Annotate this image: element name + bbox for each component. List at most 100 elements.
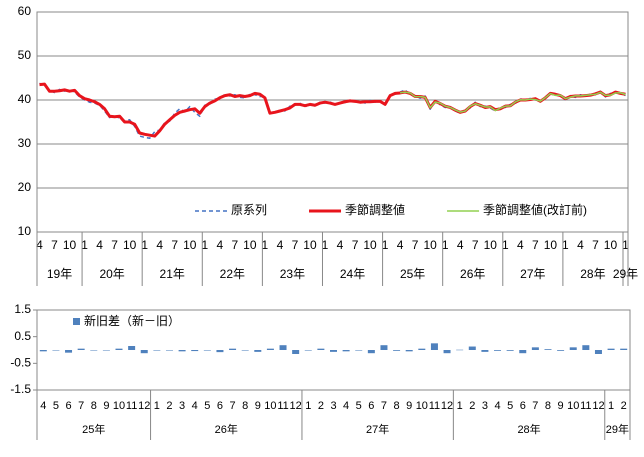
y-tick-label: -0.5 <box>10 356 31 370</box>
x-tick-label: 8 <box>545 400 551 412</box>
y-tick-label: -1.5 <box>10 382 31 396</box>
legend-label: 季節調整値 <box>345 202 405 217</box>
x-tick-label: 10 <box>567 400 579 412</box>
bar <box>494 350 502 351</box>
x-tick-label: 4 <box>96 238 103 252</box>
bar <box>292 350 300 354</box>
x-tick-label: 10 <box>416 400 428 412</box>
x-tick-label: 4 <box>517 238 524 252</box>
bar <box>620 348 628 350</box>
bar <box>367 350 375 354</box>
legend-label: 新旧差（新－旧） <box>84 313 180 328</box>
x-tick-label: 7 <box>412 238 419 252</box>
x-tick-label: 7 <box>352 238 359 252</box>
x-tick-label: 7 <box>230 400 236 412</box>
x-tick-label: 7 <box>381 400 387 412</box>
x-group-label: 29年 <box>606 422 629 436</box>
bar <box>102 350 110 351</box>
x-group-label: 19年 <box>47 267 72 281</box>
bar <box>77 348 85 350</box>
x-group-label: 28年 <box>580 267 605 281</box>
bar <box>519 350 527 354</box>
x-tick-label: 7 <box>78 400 84 412</box>
bar <box>569 347 577 350</box>
x-tick-label: 7 <box>171 238 178 252</box>
bar <box>52 350 60 351</box>
x-tick-label: 7 <box>51 238 58 252</box>
series-line <box>39 82 626 140</box>
x-tick-label: 11 <box>126 400 137 412</box>
bar <box>65 350 73 353</box>
x-tick-label: 4 <box>343 400 349 412</box>
x-group-label: 25年 <box>82 422 105 436</box>
bar <box>531 347 539 350</box>
x-tick-label: 3 <box>482 400 488 412</box>
x-tick-label: 1 <box>502 238 509 252</box>
bar <box>330 350 337 352</box>
legend-label: 季節調整値(改訂前) <box>483 202 587 217</box>
bar <box>582 345 590 350</box>
x-tick-label: 9 <box>103 400 109 412</box>
bar <box>266 348 274 350</box>
bar <box>317 348 325 350</box>
bar <box>90 350 98 351</box>
x-group-label: 28年 <box>517 422 540 436</box>
y-tick-label: 0.5 <box>14 329 31 343</box>
bar <box>39 350 47 352</box>
y-tick-label: 30 <box>18 136 32 150</box>
x-group-label: 26年 <box>215 422 238 436</box>
x-tick-label: 1 <box>562 238 569 252</box>
bar <box>544 349 552 350</box>
x-tick-label: 7 <box>111 238 118 252</box>
x-tick-label: 2 <box>318 400 324 412</box>
x-tick-label: 7 <box>532 400 538 412</box>
x-tick-label: 6 <box>520 400 526 412</box>
x-tick-label: 11 <box>429 400 440 412</box>
bar <box>481 350 489 352</box>
y-tick-label: 20 <box>18 180 32 194</box>
series-line <box>39 82 626 138</box>
x-tick-label: 5 <box>356 400 362 412</box>
bar <box>140 350 148 354</box>
x-group-label: 22年 <box>220 267 245 281</box>
x-tick-label: 4 <box>277 238 284 252</box>
x-tick-label: 4 <box>577 238 584 252</box>
bar <box>380 345 388 350</box>
bar <box>153 350 161 351</box>
bar <box>216 350 224 353</box>
bar <box>178 350 186 352</box>
x-tick-label: 4 <box>216 238 223 252</box>
x-tick-label: 10 <box>123 238 137 252</box>
x-group-label: 23年 <box>280 267 305 281</box>
bar <box>594 350 602 354</box>
plot-area <box>36 309 631 391</box>
bar <box>229 348 237 350</box>
x-tick-label: 11 <box>580 400 591 412</box>
x-tick-label: 4 <box>40 400 46 412</box>
x-tick-label: 10 <box>113 400 125 412</box>
y-tick-label: 60 <box>18 4 32 18</box>
bar <box>418 348 426 350</box>
x-tick-label: 10 <box>183 238 197 252</box>
series-line <box>400 91 626 113</box>
bar <box>456 349 464 351</box>
x-tick-label: 1 <box>608 400 614 412</box>
bar <box>279 345 287 350</box>
x-tick-label: 2 <box>166 400 172 412</box>
x-tick-label: 12 <box>592 400 604 412</box>
x-group-label: 29年 <box>613 267 638 281</box>
x-tick-label: 6 <box>368 400 374 412</box>
x-tick-label: 5 <box>204 400 210 412</box>
x-tick-label: 2 <box>621 400 627 412</box>
x-tick-label: 1 <box>305 400 311 412</box>
x-tick-label: 4 <box>337 238 344 252</box>
bar <box>342 350 350 352</box>
y-tick-label: 50 <box>18 48 32 62</box>
bar <box>393 350 401 351</box>
x-group-label: 24年 <box>340 267 365 281</box>
x-tick-label: 9 <box>558 400 564 412</box>
bar <box>506 350 514 351</box>
x-tick-label: 10 <box>484 238 498 252</box>
x-tick-label: 4 <box>397 238 404 252</box>
x-tick-label: 8 <box>394 400 400 412</box>
